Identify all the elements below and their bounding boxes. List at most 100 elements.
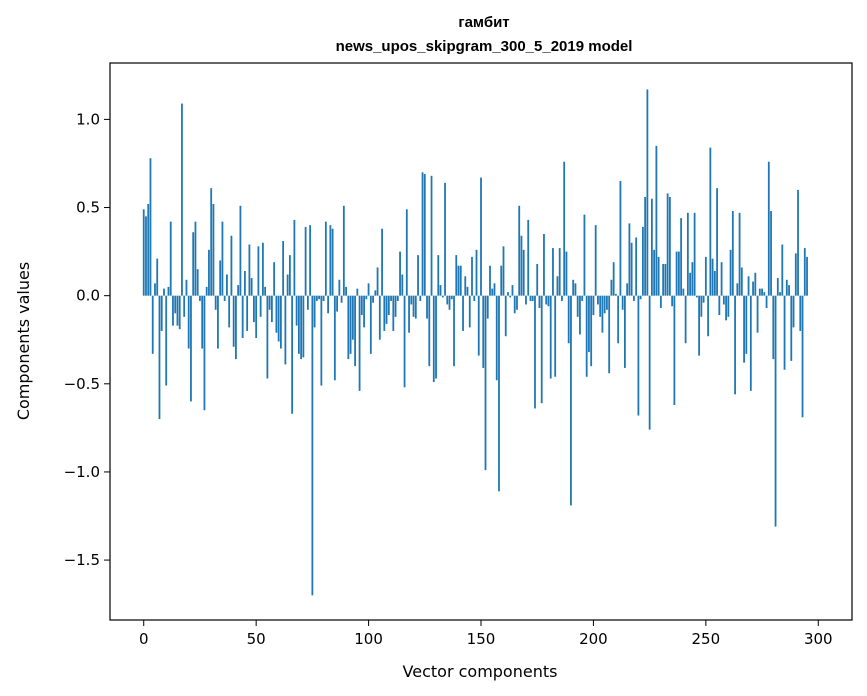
- bar-193: [576, 295, 579, 317]
- bar-224: [646, 89, 649, 296]
- bar-240: [682, 288, 685, 296]
- bar-212: [619, 181, 622, 296]
- bar-221: [639, 295, 642, 300]
- bar-210: [615, 293, 617, 296]
- bar-89: [342, 205, 345, 296]
- bar-295: [806, 256, 808, 296]
- bar-237: [675, 251, 678, 296]
- bar-50: [255, 295, 258, 338]
- bar-119: [410, 295, 413, 305]
- bar-69: [297, 295, 300, 354]
- bar-128: [430, 175, 433, 296]
- bar-132: [439, 285, 442, 296]
- bar-125: [423, 174, 426, 296]
- bar-153: [486, 295, 489, 319]
- bar-113: [396, 295, 399, 301]
- bar-184: [556, 276, 559, 296]
- bar-245: [693, 212, 696, 296]
- bar-268: [745, 295, 748, 354]
- bar-108: [385, 295, 388, 324]
- bar-201: [594, 225, 597, 296]
- x-tick-label: 150: [467, 630, 496, 648]
- bar-169: [522, 249, 525, 296]
- bar-194: [579, 295, 581, 335]
- bar-219: [635, 237, 638, 296]
- bar-234: [668, 196, 671, 296]
- bar-213: [621, 295, 624, 310]
- bar-133: [441, 295, 444, 298]
- bar-225: [648, 295, 651, 430]
- bar-208: [610, 279, 613, 296]
- bar-141: [459, 265, 462, 296]
- bar-186: [561, 295, 563, 301]
- bar-267: [743, 295, 745, 363]
- bar-262: [731, 211, 734, 296]
- x-axis-ticks: 0 50 100 150 200 250 300: [139, 620, 833, 648]
- bar-106: [381, 228, 383, 296]
- x-tick-label: 200: [579, 630, 608, 648]
- bar-230: [659, 295, 662, 309]
- bar-56: [268, 295, 271, 310]
- bar-129: [432, 295, 435, 383]
- bar-14: [174, 295, 177, 314]
- bar-40: [232, 295, 235, 347]
- bar-276: [763, 292, 766, 296]
- chart-title: гамбит: [458, 14, 509, 31]
- bar-4: [151, 295, 154, 354]
- bar-254: [713, 270, 716, 296]
- bar-32: [214, 295, 217, 310]
- bar-6: [156, 258, 159, 296]
- bar-46: [246, 295, 249, 331]
- bar-48: [250, 278, 253, 296]
- bar-18: [183, 295, 186, 317]
- bar-272: [754, 272, 757, 296]
- bar-10: [165, 295, 168, 386]
- x-tick-label: 0: [139, 630, 149, 648]
- bar-74: [309, 225, 312, 296]
- bar-78: [318, 295, 321, 300]
- bar-205: [603, 295, 606, 314]
- y-tick-label: −1.5: [64, 551, 100, 569]
- bar-173: [531, 295, 534, 301]
- bar-271: [752, 281, 754, 296]
- bar-192: [574, 283, 577, 296]
- bar-172: [529, 295, 532, 301]
- x-tick-label: 50: [247, 630, 266, 648]
- bar-92: [349, 295, 352, 354]
- bar-222: [641, 226, 644, 296]
- y-tick-label: 0.0: [76, 287, 100, 305]
- bar-252: [709, 147, 712, 296]
- bar-23: [194, 221, 197, 296]
- bar-180: [547, 295, 550, 307]
- bar-264: [736, 283, 739, 296]
- bar-67: [293, 219, 296, 296]
- bar-147: [473, 295, 476, 301]
- bar-290: [794, 253, 797, 296]
- bar-174: [534, 295, 536, 409]
- bar-116: [403, 295, 406, 388]
- bar-82: [327, 295, 330, 314]
- bar-182: [552, 248, 554, 296]
- bar-115: [401, 274, 404, 296]
- bar-215: [626, 283, 629, 296]
- bar-39: [230, 235, 233, 296]
- bar-155: [491, 288, 494, 296]
- y-tick-label: 1.0: [76, 110, 100, 128]
- bar-162: [507, 292, 509, 296]
- bar-160: [502, 246, 505, 296]
- bar-226: [650, 198, 653, 296]
- bar-261: [729, 249, 732, 296]
- bar-58: [273, 262, 276, 296]
- bar-247: [698, 295, 701, 356]
- bar-229: [657, 256, 660, 296]
- bar-24: [196, 269, 199, 296]
- bar-120: [412, 295, 415, 317]
- bar-203: [599, 295, 602, 317]
- bar-243: [689, 272, 692, 296]
- bar-218: [632, 295, 635, 301]
- bar-71: [302, 295, 305, 358]
- y-tick-label: −1.0: [64, 463, 100, 481]
- bar-269: [747, 276, 750, 296]
- bar-91: [347, 295, 350, 360]
- bar-60: [277, 295, 280, 342]
